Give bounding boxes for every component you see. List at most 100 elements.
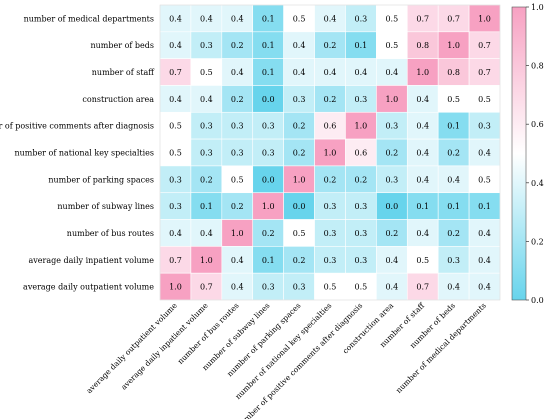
heatmap-cell xyxy=(252,111,284,140)
cell-value-label: 0.3 xyxy=(231,149,244,158)
cell-value-label: 0.6 xyxy=(324,122,337,131)
cell-value-label: 0.5 xyxy=(324,283,337,292)
colorbar: 0.0 0.2 0.4 0.6 0.8 1.0 xyxy=(511,3,544,305)
cell-value-label: 0.7 xyxy=(478,68,491,77)
cell-value-label: 1.0 xyxy=(200,256,213,265)
heatmap-cell xyxy=(468,138,501,167)
row-labels: number of medical departments number of b… xyxy=(0,14,155,291)
cell-value-label: 0.0 xyxy=(385,202,398,211)
heatmap-cell xyxy=(190,111,223,140)
heatmap-cells xyxy=(159,4,501,301)
heatmap-cell xyxy=(221,85,254,113)
heatmap-cell xyxy=(283,192,315,220)
cell-value-label: 0.5 xyxy=(169,149,182,158)
heatmap-cell xyxy=(376,31,408,59)
cell-value-label: 0.3 xyxy=(262,122,275,131)
cell-value-label: 0.7 xyxy=(478,41,491,50)
cell-value-label: 0.4 xyxy=(385,256,398,265)
cell-value-label: 0.4 xyxy=(169,229,182,238)
cell-value-label: 0.3 xyxy=(169,202,182,211)
heatmap-cell xyxy=(345,31,377,59)
cell-value-label: 0.5 xyxy=(293,229,306,238)
heatmap-cell xyxy=(314,272,346,301)
cell-value-label: 0.4 xyxy=(355,68,368,77)
colorbar-gradient xyxy=(511,6,527,301)
cell-value-label: 0.4 xyxy=(478,256,491,265)
cell-value-label: 0.6 xyxy=(355,149,368,158)
heatmap-cell xyxy=(437,4,470,33)
cell-value-label: 0.7 xyxy=(447,14,460,23)
heatmap-cell xyxy=(159,219,192,247)
heatmap-cell xyxy=(314,4,346,33)
heatmap-cell xyxy=(314,138,346,167)
heatmap-cell xyxy=(406,219,439,247)
cell-value-label: 0.4 xyxy=(200,95,213,104)
heatmap-cell xyxy=(437,31,470,59)
cell-value-label: 0.3 xyxy=(478,122,491,131)
heatmap-cell xyxy=(437,219,470,247)
heatmap-cell xyxy=(406,272,439,301)
cell-value-label: 0.2 xyxy=(231,95,244,104)
heatmap-cell xyxy=(406,111,439,140)
cell-value-label: 0.5 xyxy=(385,41,398,50)
heatmap-cell xyxy=(376,246,408,274)
heatmap-cell xyxy=(314,85,346,113)
cell-value-label: 0.2 xyxy=(324,95,337,104)
cell-value-label: 1.0 xyxy=(293,175,306,184)
row-label: number of bus routes xyxy=(67,229,154,238)
heatmap-cell xyxy=(221,219,254,247)
heatmap-cell xyxy=(468,246,501,274)
heatmap-cell xyxy=(252,85,284,113)
cell-value-label: 0.8 xyxy=(416,41,429,50)
heatmap-cell xyxy=(190,192,223,220)
cell-value-label: 0.1 xyxy=(447,122,460,131)
cell-value-label: 0.2 xyxy=(231,41,244,50)
cell-value-label: 0.3 xyxy=(324,256,337,265)
heatmap-cell xyxy=(159,165,192,194)
heatmap-cell xyxy=(468,219,501,247)
heatmap-cell xyxy=(376,4,408,33)
heatmap-cell xyxy=(345,192,377,220)
heatmap-cell xyxy=(437,272,470,301)
heatmap-cell xyxy=(283,246,315,274)
heatmap-cell xyxy=(283,58,315,86)
heatmap-cell xyxy=(159,31,192,59)
cell-value-label: 0.3 xyxy=(355,256,368,265)
cell-value-label: 0.4 xyxy=(231,68,244,77)
cell-value-label: 0.7 xyxy=(416,14,429,23)
cell-value-label: 0.3 xyxy=(355,229,368,238)
cell-value-label: 0.2 xyxy=(324,41,337,50)
cell-value-label: 0.3 xyxy=(169,175,182,184)
colorbar-tick-label: 0.6 xyxy=(531,120,544,129)
cell-value-label: 0.3 xyxy=(231,122,244,131)
heatmap-cell xyxy=(314,192,346,220)
cell-value-label: 0.4 xyxy=(169,14,182,23)
cell-value-label: 0.3 xyxy=(385,122,398,131)
cell-value-label: 0.2 xyxy=(355,175,368,184)
row-label: number of beds xyxy=(90,41,154,50)
heatmap-cell xyxy=(159,111,192,140)
cell-value-label: 0.2 xyxy=(324,175,337,184)
cell-value-label: 0.4 xyxy=(324,68,337,77)
heatmap-cell xyxy=(345,85,377,113)
cell-value-label: 0.4 xyxy=(169,95,182,104)
cell-value-label: 0.2 xyxy=(200,175,213,184)
heatmap-frame xyxy=(159,4,501,301)
cell-value-label: 0.1 xyxy=(416,202,429,211)
heatmap-cell xyxy=(314,246,346,274)
heatmap-cell xyxy=(468,192,501,220)
cell-value-label: 0.2 xyxy=(293,149,306,158)
heatmap-cell xyxy=(345,58,377,86)
cell-value-label: 0.4 xyxy=(478,229,491,238)
cell-value-label: 0.1 xyxy=(262,41,275,50)
cell-value-label: 0.4 xyxy=(200,14,213,23)
heatmap-cell xyxy=(221,165,254,194)
cell-value-label: 0.7 xyxy=(416,283,429,292)
cell-value-label: 0.1 xyxy=(262,68,275,77)
cell-value-label: 0.7 xyxy=(169,256,182,265)
heatmap-cell xyxy=(376,272,408,301)
cell-value-label: 0.4 xyxy=(293,41,306,50)
heatmap-cell xyxy=(345,165,377,194)
